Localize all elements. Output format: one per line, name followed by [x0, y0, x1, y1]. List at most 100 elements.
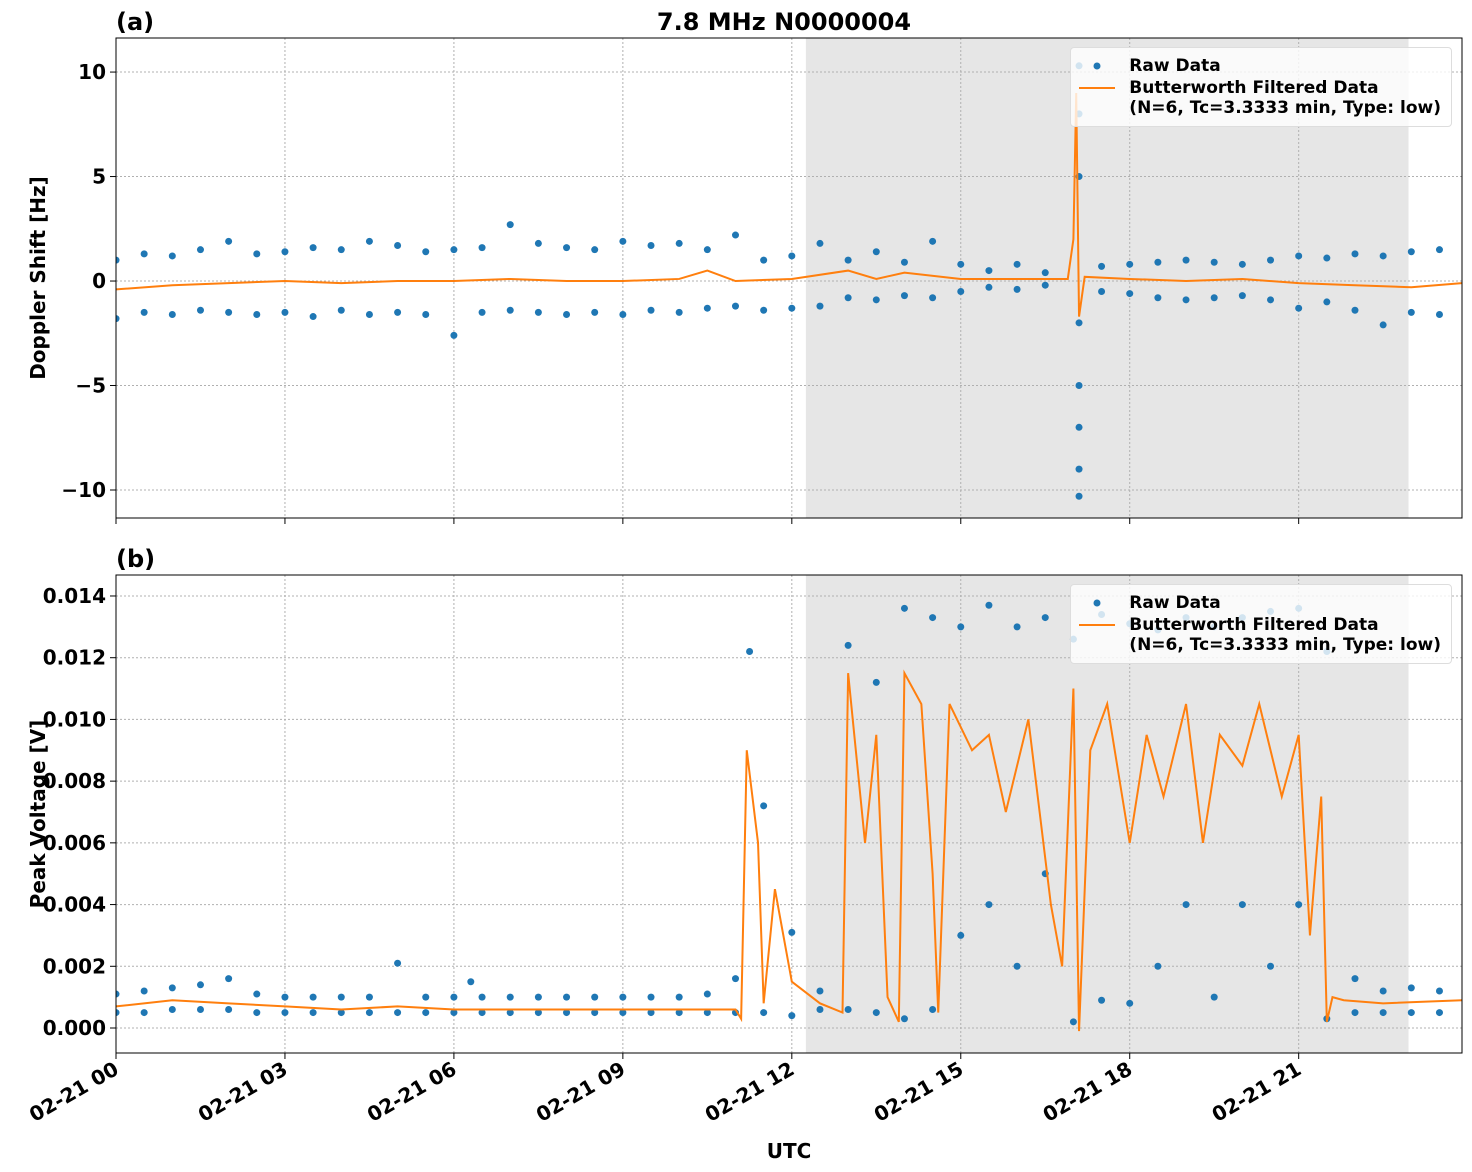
y-tick-label: 0	[92, 269, 106, 293]
raw-point	[816, 239, 824, 247]
raw-point	[116, 315, 120, 323]
x-tick-label: 02-21 18	[1039, 1057, 1137, 1127]
raw-point	[337, 306, 345, 314]
raw-point	[929, 237, 937, 245]
raw-point	[1075, 423, 1083, 431]
raw-point	[394, 242, 402, 250]
x-tick-label: 02-21 09	[532, 1057, 630, 1127]
raw-point	[281, 248, 289, 256]
raw-point	[196, 1005, 204, 1013]
raw-point	[788, 304, 796, 312]
raw-point	[1075, 382, 1083, 390]
raw-point	[168, 310, 176, 318]
raw-point	[534, 308, 542, 316]
raw-point	[563, 310, 571, 318]
legend-label: Raw Data	[1129, 593, 1221, 613]
raw-point	[985, 901, 993, 909]
raw-point	[116, 1009, 120, 1017]
x-tick-label: 02-21 03	[194, 1057, 292, 1127]
y-tick-label: 0.012	[43, 646, 106, 670]
raw-point	[675, 239, 683, 247]
raw-point	[844, 294, 852, 302]
raw-point	[675, 993, 683, 1001]
raw-point	[225, 1005, 233, 1013]
raw-point	[1154, 962, 1162, 970]
raw-point	[731, 975, 739, 983]
raw-point	[506, 306, 514, 314]
raw-point	[1075, 492, 1083, 500]
raw-point	[1013, 285, 1021, 293]
raw-point	[281, 1009, 289, 1017]
raw-point	[422, 993, 430, 1001]
raw-point	[506, 1009, 514, 1017]
raw-point	[1238, 292, 1246, 300]
raw-point	[337, 1009, 345, 1017]
raw-point	[450, 993, 458, 1001]
raw-point	[1182, 256, 1190, 264]
raw-point	[1075, 465, 1083, 473]
filtered-line	[116, 669, 1462, 1032]
raw-point	[591, 1009, 599, 1017]
raw-point	[1379, 321, 1387, 329]
raw-point	[1407, 1009, 1415, 1017]
x-tick-label: 02-21 15	[870, 1057, 968, 1127]
y-tick-label: 0.000	[43, 1016, 106, 1040]
raw-point	[1407, 308, 1415, 316]
legend-marker	[1093, 62, 1101, 70]
y-tick-label: 0.010	[43, 707, 106, 731]
raw-point	[168, 252, 176, 260]
raw-point	[506, 221, 514, 229]
raw-point	[957, 931, 965, 939]
raw-point	[534, 239, 542, 247]
raw-point	[985, 267, 993, 275]
legend-swatch	[1093, 62, 1101, 70]
y-tick-label: 0.002	[43, 954, 106, 978]
raw-point	[563, 993, 571, 1001]
x-tick-label: 02-21 00	[25, 1057, 123, 1127]
legend-label: Raw Data	[1129, 56, 1221, 76]
raw-point	[563, 1009, 571, 1017]
raw-point	[675, 308, 683, 316]
raw-point	[253, 990, 261, 998]
raw-point	[1013, 260, 1021, 268]
raw-point	[760, 306, 768, 314]
raw-point	[647, 306, 655, 314]
raw-point	[422, 310, 430, 318]
raw-point	[1351, 975, 1359, 983]
raw-point	[281, 308, 289, 316]
raw-point	[1182, 901, 1190, 909]
plot-area	[116, 62, 1462, 500]
raw-point	[253, 1009, 261, 1017]
raw-point	[1041, 614, 1049, 622]
raw-point	[816, 1005, 824, 1013]
raw-point	[1098, 287, 1106, 295]
raw-point	[1351, 1009, 1359, 1017]
raw-point	[1041, 281, 1049, 289]
plot-frame	[115, 574, 1463, 1054]
raw-point	[422, 1009, 430, 1017]
raw-point	[365, 237, 373, 245]
raw-point	[844, 256, 852, 264]
raw-point	[844, 1005, 852, 1013]
y-tick-label: 0.014	[43, 584, 106, 608]
raw-point	[365, 993, 373, 1001]
raw-point	[1098, 262, 1106, 270]
legend-swatch	[1079, 87, 1116, 89]
raw-point	[1126, 999, 1134, 1007]
raw-point	[872, 296, 880, 304]
y-tick-label: 10	[78, 60, 106, 84]
raw-point	[478, 308, 486, 316]
raw-point	[647, 1009, 655, 1017]
raw-point	[168, 984, 176, 992]
raw-point	[196, 981, 204, 989]
raw-point	[534, 993, 542, 1001]
raw-point	[816, 987, 824, 995]
raw-point	[844, 641, 852, 649]
raw-point	[467, 978, 475, 986]
raw-point	[985, 283, 993, 291]
raw-point	[1069, 1018, 1077, 1026]
raw-point	[1435, 310, 1443, 318]
raw-point	[309, 1009, 317, 1017]
raw-point	[1351, 306, 1359, 314]
raw-point	[1154, 258, 1162, 266]
